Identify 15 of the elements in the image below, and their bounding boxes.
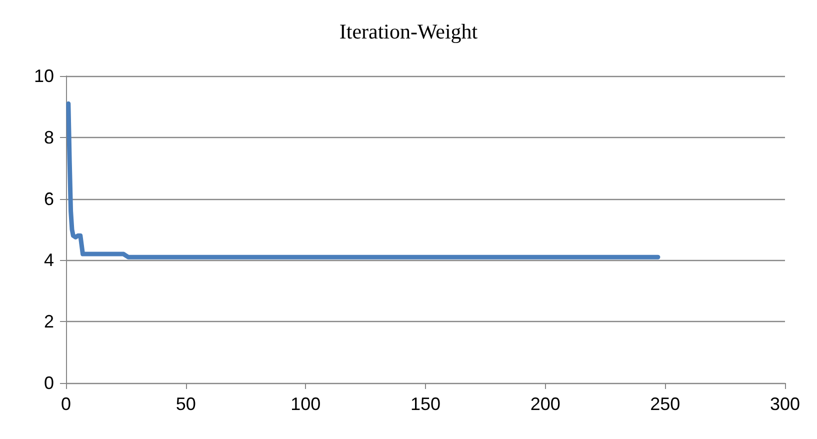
x-tick-label: 200 [530,394,560,414]
y-tick-label: 2 [44,312,54,332]
x-tick-label: 150 [410,394,441,414]
x-tick-label: 50 [176,394,196,414]
line-series [66,101,660,260]
x-tick-label: 0 [60,394,72,414]
y-tick-label: 10 [34,66,54,86]
x-tick-label: 100 [290,394,321,414]
y-tick-label: 4 [44,250,54,270]
x-tick-label: 250 [650,394,680,414]
x-tick-label: 300 [770,394,800,414]
y-tick-label: 8 [44,127,54,148]
y-tick-label: 0 [44,373,54,393]
chart-title: Iteration-Weight [339,20,478,44]
y-tick-label: 6 [44,188,54,209]
